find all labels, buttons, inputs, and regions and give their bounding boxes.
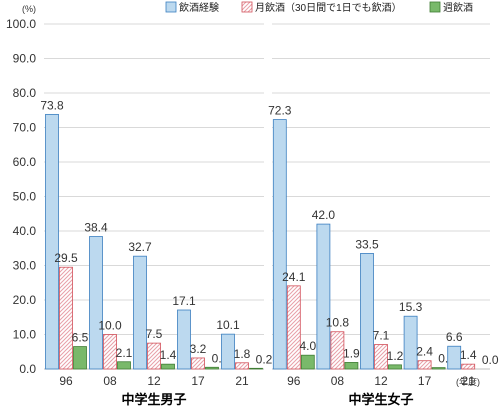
- data-label: 32.7: [128, 240, 152, 254]
- y-tick-label: 100.0: [6, 17, 36, 31]
- data-label: 6.5: [72, 331, 89, 345]
- data-label: 0.0: [482, 353, 499, 367]
- y-axis: 100.0 90.0 80.0 70.0 60.0 50.0 40.0 30.0 20.0 10.…: [6, 17, 36, 376]
- bar: [447, 345, 462, 370]
- data-label: 2.1: [116, 346, 133, 360]
- panel-title: 中学生女子: [348, 392, 413, 407]
- y-tick-label: 20.0: [13, 293, 37, 307]
- bar: [235, 362, 249, 370]
- y-tick-label: 60.0: [13, 155, 37, 169]
- bar: [316, 223, 331, 370]
- bar: [374, 344, 388, 370]
- bar: [103, 334, 117, 370]
- bar: [133, 255, 147, 370]
- bar: [272, 119, 287, 370]
- legend-label-monthly: 月飲酒（30日間で1日でも飲酒）: [255, 1, 402, 14]
- y-tick-label: 80.0: [13, 86, 37, 100]
- bar: [221, 333, 235, 370]
- bar: [330, 331, 345, 370]
- panel-1: 72.3 24.1 4.0 96 42.0 10.8 1.9 08 33.5 7.1 1.2 12 15…: [268, 104, 499, 407]
- y-tick-label: 40.0: [13, 224, 37, 238]
- x-unit-label: (年度): [456, 376, 480, 387]
- x-tick-label: 21: [462, 374, 476, 388]
- legend-label-weekly: 週飲酒: [443, 1, 473, 14]
- data-label: 0.2: [256, 352, 273, 366]
- data-label: 1.2: [387, 349, 404, 363]
- data-label: 1.4: [460, 348, 477, 362]
- bar: [417, 360, 432, 370]
- data-label: 29.5: [54, 251, 78, 265]
- bar: [59, 266, 73, 370]
- bar: [388, 364, 402, 370]
- y-tick-label: 30.0: [13, 259, 37, 273]
- data-label: 1.9: [343, 346, 360, 360]
- data-label: 7.1: [373, 329, 390, 343]
- x-tick-label: 21: [235, 374, 249, 388]
- bar: [403, 315, 418, 370]
- bar: [177, 309, 191, 370]
- data-label: 1.4: [160, 348, 177, 362]
- data-label: 7.5: [146, 327, 163, 341]
- data-label: 33.5: [355, 237, 379, 251]
- data-label: 73.8: [40, 98, 64, 112]
- bar: [360, 253, 374, 370]
- panel-0: 73.8 29.5 6.5 96 38.4 10.0 2.1 08 32.7 7.5 1.4 12 17…: [40, 98, 272, 407]
- x-tick-label: 08: [103, 374, 117, 388]
- data-label: 3.2: [190, 342, 207, 356]
- y-tick-label: 70.0: [13, 121, 37, 135]
- y-tick-label: 50.0: [13, 190, 37, 204]
- legend-swatch-weekly: [429, 1, 441, 13]
- data-label: 42.0: [312, 208, 336, 222]
- data-label: 38.4: [84, 221, 108, 235]
- data-label: 10.0: [98, 319, 122, 333]
- x-tick-label: 08: [331, 374, 345, 388]
- bar: [344, 362, 359, 370]
- y-tick-label: 0.0: [19, 362, 36, 376]
- bar: [161, 363, 175, 370]
- x-tick-label: 96: [287, 374, 301, 388]
- data-label: 72.3: [268, 104, 292, 118]
- data-label: 24.1: [282, 270, 306, 284]
- bar: [117, 361, 131, 370]
- x-tick-label: 17: [418, 374, 432, 388]
- bar: [73, 346, 87, 370]
- data-label: 1.8: [234, 347, 251, 361]
- bar: [147, 342, 161, 370]
- bar: [249, 367, 263, 370]
- y-unit-label: (%): [22, 4, 36, 14]
- legend-swatch-monthly: [241, 1, 253, 13]
- bar: [286, 285, 301, 370]
- panel-title: 中学生男子: [121, 392, 186, 407]
- y-tick-label: 10.0: [13, 328, 37, 342]
- legend-label-experience: 飲酒経験: [179, 1, 219, 14]
- chart-panels: 73.8 29.5 6.5 96 38.4 10.0 2.1 08 32.7 7.5 1.4 12 17…: [40, 98, 499, 407]
- y-tick-label: 90.0: [13, 52, 37, 66]
- x-tick-label: 17: [191, 374, 205, 388]
- data-label: 15.3: [399, 300, 423, 314]
- data-label: 2.4: [416, 345, 433, 359]
- bar: [300, 354, 315, 370]
- bar: [191, 357, 205, 370]
- x-tick-label: 12: [147, 374, 161, 388]
- bar: [205, 366, 219, 370]
- legend: 飲酒経験 月飲酒（30日間で1日でも飲酒） 週飲酒: [165, 1, 473, 14]
- bar: [461, 363, 476, 370]
- gridlines: [44, 23, 490, 370]
- data-label: 17.1: [172, 294, 196, 308]
- x-tick-label: 96: [59, 374, 73, 388]
- bar: [45, 113, 59, 370]
- legend-swatch-experience: [165, 1, 177, 13]
- data-label: 10.1: [216, 318, 240, 332]
- data-label: 6.6: [446, 330, 463, 344]
- bar: [431, 367, 446, 370]
- bar: [89, 236, 103, 370]
- data-label: 10.8: [326, 316, 350, 330]
- data-label: 4.0: [299, 339, 316, 353]
- x-tick-label: 12: [374, 374, 388, 388]
